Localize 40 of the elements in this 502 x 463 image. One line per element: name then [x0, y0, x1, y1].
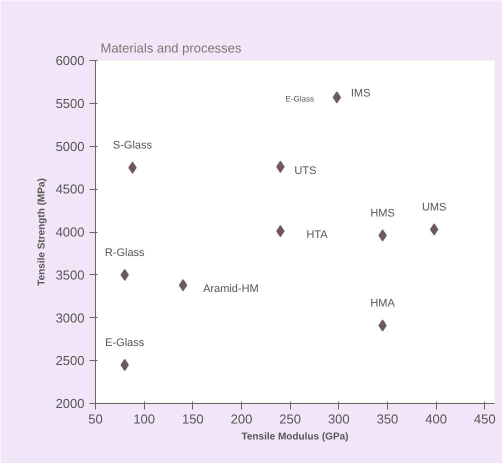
point	[128, 162, 137, 174]
point	[332, 91, 342, 104]
annotation: HMS	[370, 207, 395, 220]
y-tick-label: 6000	[56, 53, 84, 68]
x-tick-label: 350	[376, 412, 398, 426]
point	[276, 225, 285, 238]
x-tick-label: 200	[230, 412, 252, 426]
x-tick-label: 50	[88, 412, 103, 426]
y-tick-label: 4500	[56, 182, 84, 197]
annotation: HTA	[306, 229, 328, 242]
chart-title: Materials and processes	[100, 40, 242, 56]
y-tick-label: 3000	[56, 310, 84, 326]
point	[178, 279, 188, 292]
point	[378, 229, 387, 242]
x-tick-label: 450	[474, 412, 496, 426]
y-axis-title: Tensile Strength (MPa)	[36, 178, 48, 286]
y-tick-label: 4000	[56, 224, 84, 240]
annotation: S-Glass	[112, 140, 153, 152]
y-tick-label: 2000	[56, 396, 84, 411]
x-tick-label: 100	[133, 412, 156, 426]
annotation: HMA	[370, 297, 396, 310]
annotation: E-Glass	[105, 336, 145, 349]
x-tick-label: 300	[328, 412, 350, 426]
point	[430, 223, 438, 236]
x-tick-label: 250	[279, 412, 301, 426]
point	[378, 319, 387, 332]
x-tick-label: 400	[425, 412, 447, 426]
y-tick-label: 5500	[56, 96, 84, 111]
annotation: UTS	[294, 164, 316, 177]
y-tick-label: 5000	[56, 138, 84, 154]
annotation: IMS	[350, 87, 370, 100]
point	[276, 160, 285, 173]
x-tick-label: 150	[182, 412, 204, 426]
annotation: UMS	[422, 201, 446, 214]
annotation: Aramid-HM	[203, 283, 259, 296]
y-tick-label: 2500	[56, 353, 84, 368]
y-tick-label: 3500	[56, 267, 84, 282]
annotation: R-Glass	[104, 246, 146, 259]
annotation: E-Glass	[286, 94, 314, 104]
x-axis-title: Tensile Modulus (GPa)	[241, 432, 349, 442]
